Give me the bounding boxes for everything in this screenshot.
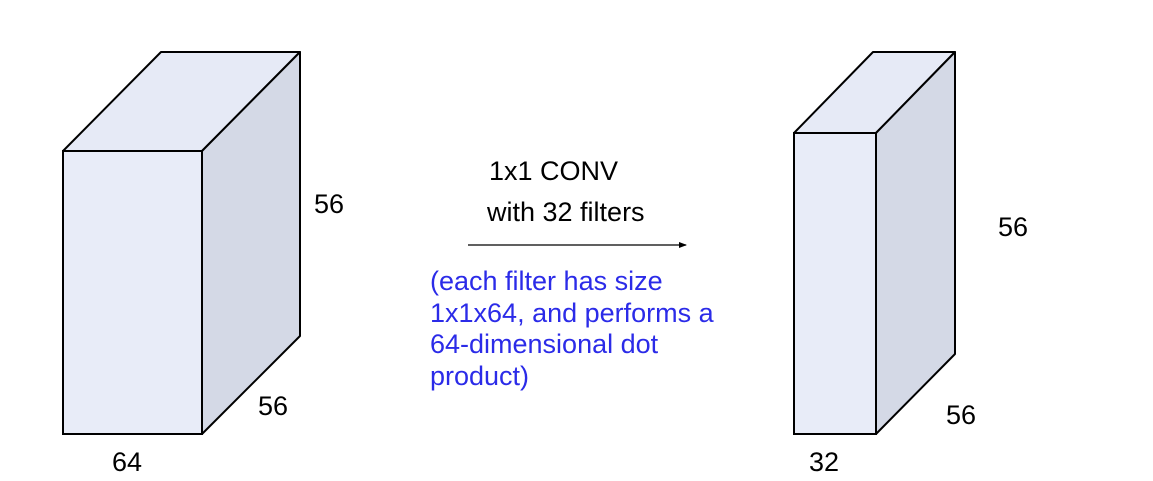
input-volume-box xyxy=(62,51,301,435)
input-width-label: 64 xyxy=(112,447,143,477)
input-volume-front-face xyxy=(62,150,203,435)
filter-note: (each filter has size 1x1x64, and perfor… xyxy=(430,266,714,392)
output-volume-front-face xyxy=(793,132,877,435)
filter-note-line: (each filter has size xyxy=(430,266,663,296)
output-volume-box xyxy=(793,51,956,435)
conv-caption-line2: with 32 filters xyxy=(487,197,645,227)
output-width-label: 32 xyxy=(809,447,840,477)
filter-note-line: product) xyxy=(430,360,530,391)
input-height-label: 56 xyxy=(314,189,345,219)
filter-note-line: 1x1x64, and performs a xyxy=(430,297,714,328)
input-depth-label: 56 xyxy=(258,391,289,421)
conv-caption-line1: 1x1 CONV xyxy=(489,156,619,186)
output-depth-label: 56 xyxy=(946,400,977,430)
filter-note-line: 64-dimensional dot xyxy=(430,329,659,359)
output-height-label: 56 xyxy=(998,212,1029,242)
